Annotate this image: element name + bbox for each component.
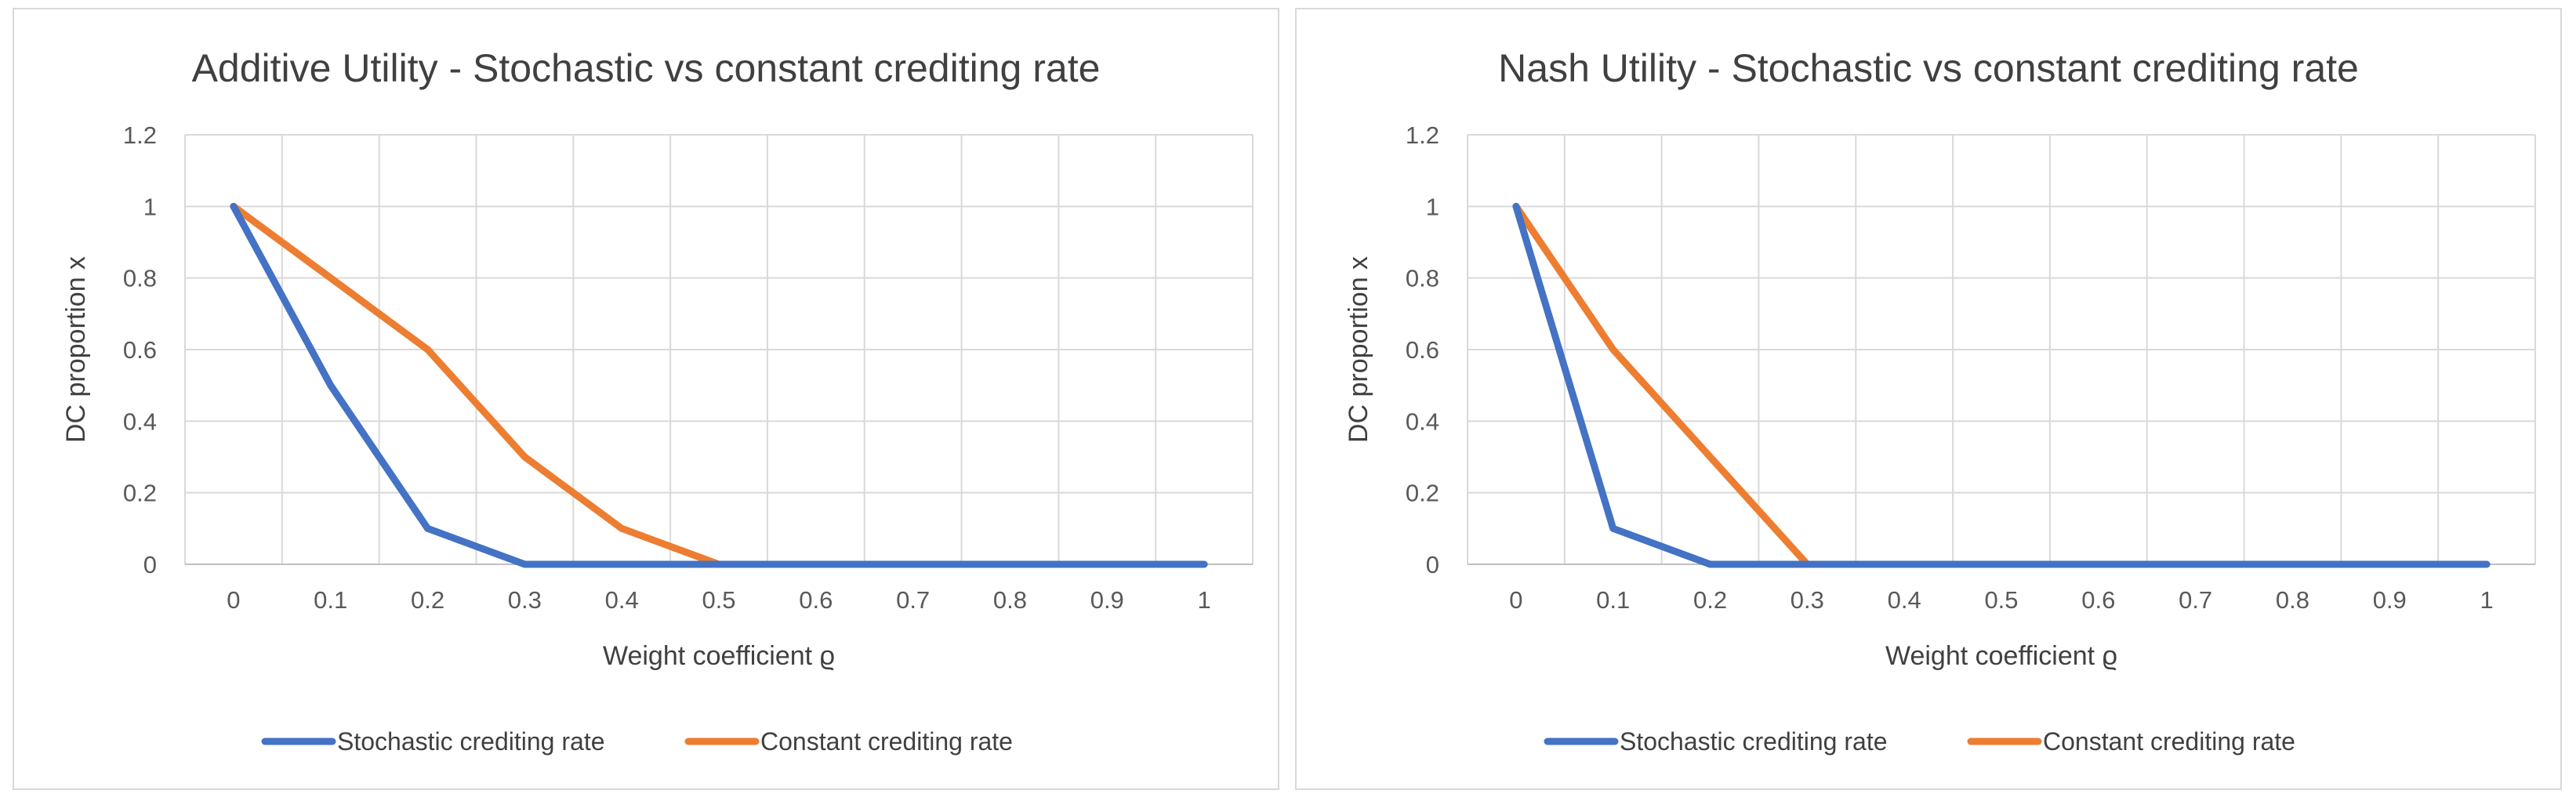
chart-title: Nash Utility - Stochastic vs constant cr…: [1498, 46, 2359, 90]
x-tick-label: 0.7: [896, 586, 930, 614]
x-axis-label: Weight coefficient ϱ: [1885, 641, 2117, 671]
y-tick-label: 0.8: [123, 265, 157, 292]
y-tick-label: 1: [143, 193, 157, 220]
chart-panel-additive: Additive Utility - Stochastic vs constan…: [13, 8, 1279, 790]
y-axis-label: DC proportion x: [61, 256, 91, 443]
x-tick-label: 0.1: [314, 586, 347, 614]
x-tick-label: 0.6: [799, 586, 833, 614]
x-tick-label: 1: [1197, 586, 1210, 614]
y-tick-label: 1: [1426, 193, 1439, 220]
y-tick-label: 0.2: [123, 480, 157, 507]
x-tick-label: 1: [2480, 586, 2493, 614]
x-tick-label: 0.1: [1596, 586, 1630, 614]
y-tick-label: 0.6: [1406, 336, 1439, 364]
x-tick-label: 0.3: [508, 586, 542, 614]
x-tick-label: 0: [227, 586, 240, 614]
additive-utility-chart: Additive Utility - Stochastic vs constan…: [61, 46, 1254, 756]
y-tick-label: 0: [143, 551, 157, 578]
x-tick-label: 0.5: [702, 586, 735, 614]
x-tick-label: 0.9: [1090, 586, 1124, 614]
y-tick-label: 1.2: [123, 121, 157, 149]
y-tick-label: 0.4: [1406, 408, 1439, 435]
y-tick-label: 0.4: [123, 408, 157, 435]
y-tick-label: 0.2: [1406, 480, 1439, 507]
x-tick-label: 0: [1509, 586, 1522, 614]
chart-panel-nash: Nash Utility - Stochastic vs constant cr…: [1295, 8, 2562, 790]
series-line-0: [230, 202, 1208, 568]
y-tick-label: 0: [1426, 551, 1439, 578]
legend-label-0: Stochastic crediting rate: [337, 727, 605, 756]
x-axis-label: Weight coefficient ϱ: [603, 641, 835, 671]
legend-label-1: Constant crediting rate: [2043, 727, 2295, 756]
x-tick-label: 0.7: [2179, 586, 2212, 614]
x-tick-label: 0.8: [993, 586, 1027, 614]
x-tick-label: 0.5: [1984, 586, 2018, 614]
y-tick-label: 0.6: [123, 336, 157, 364]
x-tick-label: 0.4: [605, 586, 639, 614]
legend-label-0: Stochastic crediting rate: [1620, 727, 1888, 756]
y-tick-label: 1.2: [1406, 121, 1439, 149]
y-axis-label: DC proportion x: [1344, 256, 1373, 443]
legend-label-1: Constant crediting rate: [760, 727, 1013, 756]
series-line-0: [1512, 202, 2491, 568]
chart-title: Additive Utility - Stochastic vs constan…: [192, 46, 1101, 90]
x-tick-label: 0.8: [2276, 586, 2309, 614]
x-tick-label: 0.3: [1791, 586, 1824, 614]
x-tick-label: 0.4: [1888, 586, 1921, 614]
x-tick-label: 0.6: [2081, 586, 2115, 614]
x-tick-label: 0.2: [1693, 586, 1727, 614]
y-tick-label: 0.8: [1406, 265, 1439, 292]
nash-utility-chart: Nash Utility - Stochastic vs constant cr…: [1344, 46, 2536, 756]
x-tick-label: 0.9: [2373, 586, 2407, 614]
x-tick-label: 0.2: [411, 586, 444, 614]
